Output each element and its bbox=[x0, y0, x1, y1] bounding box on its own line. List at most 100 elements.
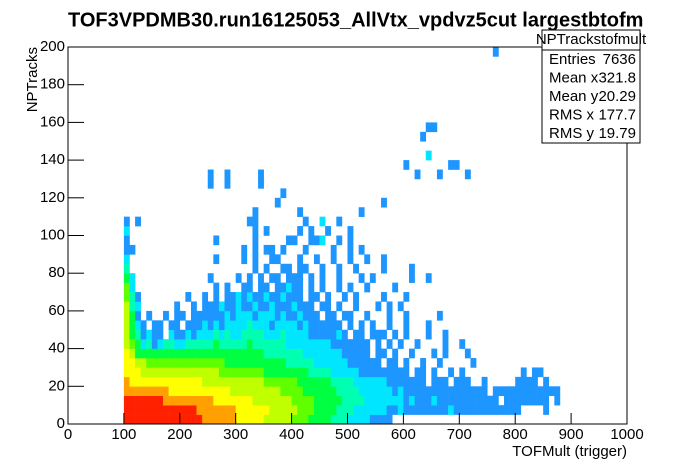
cell bbox=[235, 395, 242, 406]
cell bbox=[280, 320, 287, 331]
cell bbox=[246, 376, 253, 387]
cell bbox=[123, 301, 130, 312]
cell bbox=[464, 395, 471, 406]
cell bbox=[163, 310, 169, 321]
cell bbox=[263, 358, 270, 368]
cell bbox=[397, 376, 404, 387]
cell bbox=[252, 339, 259, 349]
stats-label: Entries bbox=[549, 51, 596, 68]
cell bbox=[554, 395, 561, 406]
cell bbox=[297, 386, 304, 397]
cell bbox=[146, 367, 153, 378]
cell bbox=[185, 329, 192, 340]
cell bbox=[369, 273, 376, 283]
cell bbox=[135, 292, 141, 302]
cell bbox=[470, 405, 477, 415]
y-tick-label: 180 bbox=[40, 76, 65, 93]
stats-label: Mean x bbox=[549, 69, 599, 86]
cell bbox=[431, 405, 438, 415]
cell bbox=[241, 386, 248, 397]
cell bbox=[308, 358, 315, 368]
cell bbox=[202, 367, 209, 378]
cell bbox=[174, 310, 181, 321]
cell bbox=[347, 358, 354, 368]
cell bbox=[213, 376, 220, 387]
cell bbox=[381, 367, 387, 378]
cell bbox=[520, 367, 527, 378]
cell bbox=[258, 376, 264, 387]
cell bbox=[330, 339, 337, 349]
cell bbox=[313, 320, 320, 331]
cell bbox=[492, 47, 499, 57]
cell bbox=[520, 376, 527, 387]
cell bbox=[123, 310, 130, 321]
cell bbox=[341, 405, 348, 415]
cell bbox=[263, 263, 270, 274]
cell bbox=[319, 320, 326, 331]
cell bbox=[369, 320, 376, 331]
cell bbox=[196, 395, 203, 406]
cell bbox=[408, 395, 415, 406]
cell bbox=[386, 320, 393, 331]
cell bbox=[286, 301, 292, 312]
cell bbox=[258, 273, 264, 283]
cell bbox=[291, 301, 298, 312]
cell bbox=[425, 329, 432, 340]
cell bbox=[353, 395, 359, 406]
cell bbox=[207, 178, 214, 189]
cell bbox=[286, 273, 292, 283]
cell bbox=[146, 386, 153, 397]
cell bbox=[319, 386, 326, 397]
cell bbox=[263, 367, 270, 378]
cell bbox=[174, 339, 181, 349]
cell bbox=[325, 358, 332, 368]
cell bbox=[241, 310, 248, 321]
cell bbox=[492, 405, 499, 415]
cell bbox=[135, 367, 141, 378]
cell bbox=[442, 405, 449, 415]
cell bbox=[168, 376, 175, 387]
cell bbox=[185, 414, 192, 425]
cell bbox=[453, 405, 460, 415]
cell bbox=[358, 367, 365, 378]
cell bbox=[140, 405, 147, 415]
cell bbox=[174, 386, 181, 397]
cell bbox=[163, 358, 169, 368]
cell bbox=[213, 254, 220, 265]
cell bbox=[280, 282, 287, 293]
cell bbox=[531, 367, 538, 378]
cell bbox=[241, 358, 248, 368]
cell bbox=[408, 273, 415, 283]
cell bbox=[123, 216, 130, 227]
cell bbox=[364, 358, 371, 368]
cell bbox=[448, 405, 455, 415]
cell bbox=[246, 216, 253, 227]
chart-title: TOF3VPDMB30.run16125053_AllVtx_vpdvz5cut… bbox=[68, 9, 643, 31]
cell bbox=[291, 235, 298, 246]
cell bbox=[235, 414, 242, 425]
cell bbox=[135, 395, 141, 406]
cell bbox=[358, 273, 365, 283]
cell bbox=[263, 405, 270, 415]
cell bbox=[235, 292, 242, 302]
cell bbox=[269, 292, 276, 302]
cell bbox=[291, 320, 298, 331]
cell bbox=[297, 226, 304, 236]
cell bbox=[230, 386, 236, 397]
cell bbox=[347, 339, 354, 349]
cell bbox=[353, 339, 359, 349]
cell bbox=[520, 386, 527, 397]
cell bbox=[330, 386, 337, 397]
cell bbox=[442, 395, 449, 406]
cell bbox=[163, 386, 169, 397]
cell bbox=[269, 348, 276, 359]
cell bbox=[274, 292, 281, 302]
cell bbox=[364, 310, 371, 321]
cell bbox=[286, 386, 292, 397]
cell bbox=[241, 395, 248, 406]
cell bbox=[263, 348, 270, 359]
cell bbox=[213, 367, 220, 378]
cell bbox=[504, 395, 510, 406]
cell bbox=[207, 273, 214, 283]
cell bbox=[280, 358, 287, 368]
